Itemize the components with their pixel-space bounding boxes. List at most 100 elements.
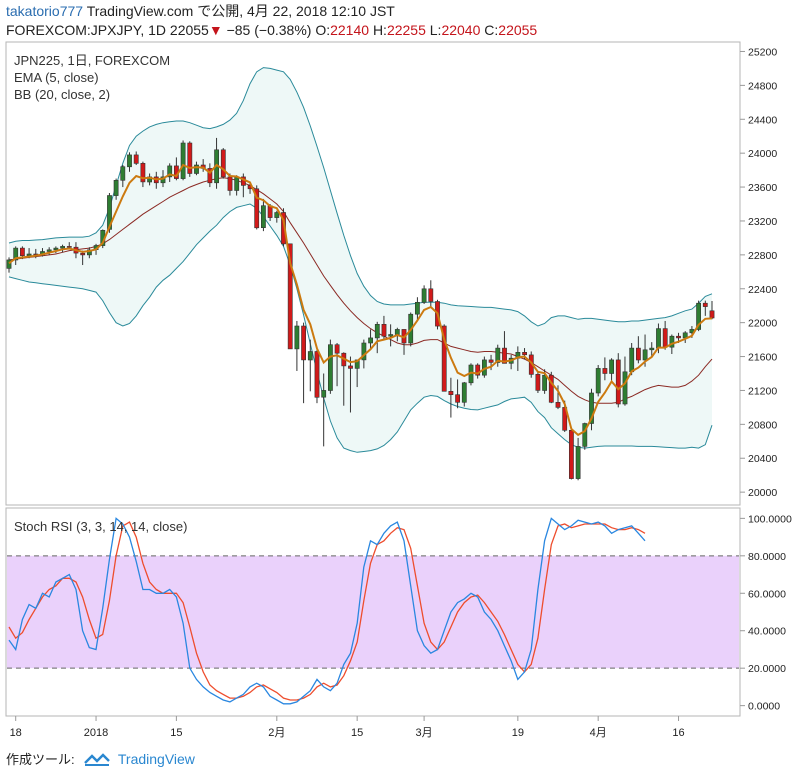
candle — [475, 363, 481, 379]
candle-body — [19, 247, 25, 257]
candle-body — [615, 359, 621, 405]
stoch-tick-label: 40.0000 — [748, 626, 786, 638]
candle-body — [227, 176, 233, 191]
candle-body — [220, 149, 226, 178]
candle-body — [455, 394, 460, 403]
candle-body — [629, 347, 635, 373]
candle — [481, 356, 487, 378]
candle — [294, 320, 300, 371]
price-tick-label: 23600 — [748, 182, 777, 194]
price-tick-label: 24000 — [748, 148, 777, 160]
candle-body — [662, 328, 668, 348]
ema-line — [8, 163, 713, 437]
time-tick-label: 15 — [351, 727, 363, 739]
candle-body — [254, 188, 260, 229]
time-tick-label: 3月 — [416, 727, 433, 739]
stoch-tick-label: 60.0000 — [748, 588, 786, 600]
candle-body — [314, 351, 320, 398]
candle — [140, 161, 146, 188]
stoch-tick-label: 0.0000 — [748, 701, 780, 713]
candle — [582, 422, 588, 450]
high-label: H: — [372, 22, 387, 38]
last-price: 22055 — [169, 22, 209, 38]
candle-body — [602, 368, 608, 374]
candle — [709, 301, 715, 320]
bb-upper-line — [8, 67, 713, 327]
candle — [187, 141, 193, 177]
price-tick-label: 24800 — [748, 80, 777, 92]
stoch-tick-label: 20.0000 — [748, 663, 786, 675]
candle-body — [696, 302, 701, 330]
candle — [348, 356, 353, 413]
candle — [127, 152, 132, 172]
tradingview-brand[interactable]: TradingView — [117, 751, 195, 767]
price-tick-label: 20800 — [748, 419, 777, 431]
stoch-k-line — [8, 517, 646, 705]
candle-body — [542, 374, 547, 391]
candle-body — [66, 246, 72, 248]
candle — [461, 381, 467, 407]
candle — [254, 185, 260, 230]
candle-body — [194, 164, 199, 174]
candle-body — [60, 246, 65, 249]
candle — [602, 357, 608, 381]
candle — [595, 365, 601, 397]
candle-body — [575, 446, 581, 479]
candle — [615, 353, 621, 408]
candle — [548, 371, 554, 404]
candle — [307, 339, 313, 392]
stoch-band-fill — [7, 555, 739, 669]
candle-body — [234, 176, 240, 191]
candle-body — [555, 401, 561, 408]
candle-body — [348, 365, 353, 369]
candle — [87, 247, 92, 259]
candle — [421, 285, 427, 305]
candle — [428, 280, 434, 308]
time-tick-label: 16 — [672, 727, 684, 739]
candle-body — [461, 382, 467, 403]
tradingview-logo-icon — [84, 753, 111, 766]
made-with-label: 作成ツール: — [6, 752, 75, 767]
candle — [260, 198, 266, 232]
author-link[interactable]: takatorio777 — [6, 3, 84, 19]
candle-body — [133, 154, 139, 164]
candle-body — [368, 337, 373, 344]
stoch-axis[interactable]: 0.0000 20.0000 40.0000 60.0000 80.0000 100.00… — [740, 513, 792, 713]
candle — [555, 385, 561, 410]
candle — [575, 437, 581, 481]
price-tick-label: 21200 — [748, 385, 777, 397]
candle-body — [421, 288, 427, 303]
candle — [568, 429, 574, 480]
candle-body — [635, 347, 641, 361]
price-change: −85 (−0.38%) — [226, 22, 312, 38]
candle-body — [80, 252, 86, 256]
candle-body — [274, 212, 280, 218]
candle-body — [53, 247, 59, 251]
price-tick-label: 21600 — [748, 352, 777, 364]
candle — [448, 377, 454, 418]
close-value: 22055 — [498, 22, 538, 38]
candle-body — [649, 347, 655, 351]
candle-body — [120, 166, 126, 181]
time-axis[interactable]: 18 2018 15 2月 15 3月 19 4月 16 — [10, 716, 685, 739]
bb-basis-line — [8, 177, 713, 404]
candle-body — [334, 344, 340, 354]
candle-body — [595, 368, 601, 394]
candle-body — [502, 347, 507, 364]
candle-body — [113, 180, 119, 196]
time-tick-label: 4月 — [590, 727, 607, 739]
candle — [321, 373, 327, 447]
candle-body — [46, 249, 52, 252]
candle — [301, 322, 306, 404]
high-value: 22255 — [386, 22, 426, 38]
candle — [314, 348, 320, 404]
candle — [120, 165, 126, 188]
candle — [388, 324, 394, 347]
candle-body — [381, 323, 387, 337]
candle — [6, 257, 12, 273]
price-axis[interactable]: 20000 20400 20800 21200 21600 22000 22400 22800… — [740, 46, 777, 499]
candle-body — [642, 349, 648, 361]
candle — [414, 297, 420, 321]
price-tick-label: 22400 — [748, 284, 777, 296]
